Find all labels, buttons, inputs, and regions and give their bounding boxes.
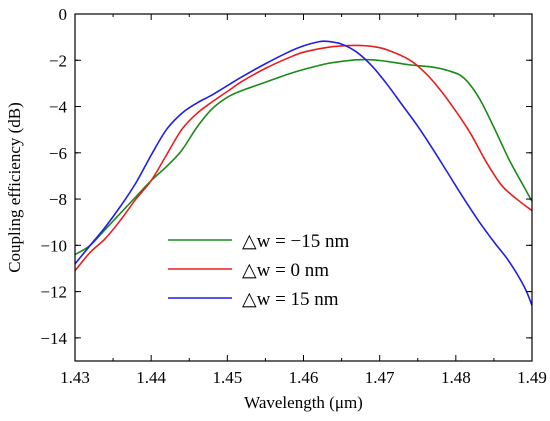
x-tick-label: 1.49 [517,368,547,387]
series-line-1 [75,58,532,256]
series-line-2 [75,44,532,272]
x-tick-label: 1.43 [60,368,90,387]
axis-ticks [74,13,533,361]
legend-label-2: △w = 0 nm [242,260,329,281]
x-tick-label: 1.45 [212,368,242,387]
y-tick-label: −6 [49,144,67,163]
legend-label-3: △w = 15 nm [242,289,339,310]
x-tick-label: 1.46 [289,368,319,387]
series-curves [75,40,532,306]
x-tick-label: 1.48 [441,368,471,387]
legend-label-1: △w = −15 nm [242,231,350,252]
y-tick-label: −12 [40,283,67,302]
y-tick-label: −8 [49,190,67,209]
x-tick-label: 1.47 [365,368,395,387]
y-axis-label: Coupling efficiency (dB) [5,102,24,273]
y-tick-label: −14 [40,329,67,348]
y-tick-label: −2 [49,51,67,70]
legend: △w = −15 nm △w = 0 nm △w = 15 nm [168,231,350,310]
x-tick-label: 1.44 [136,368,166,387]
y-tick-label: 0 [59,5,68,24]
y-tick-label: −10 [40,236,67,255]
series-line-3 [75,40,532,306]
y-tick-label: −4 [49,98,68,117]
x-axis-label: Wavelength (μm) [244,393,363,412]
tick-labels: 1.43 1.44 1.45 1.46 1.47 1.48 1.49 0 −2 −4 −6 −8 −10… [40,5,546,387]
